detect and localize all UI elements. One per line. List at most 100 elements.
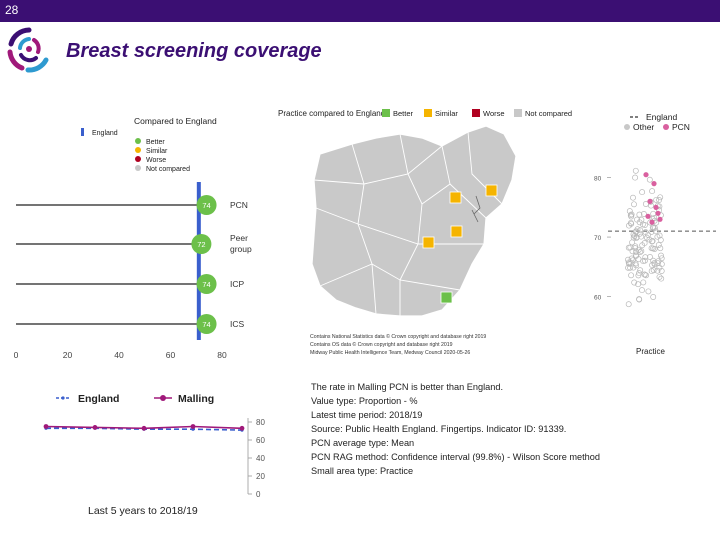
map-copyright: Contains National Statistics data © Crow… [310, 333, 486, 356]
dist-point-other [647, 254, 653, 260]
trend-y-tick: 60 [256, 436, 265, 445]
dist-point-other [639, 242, 646, 249]
dist-point-other [629, 239, 636, 246]
dist-point-other [656, 273, 663, 280]
dist-point-other [635, 281, 642, 288]
dist-point-other [633, 228, 640, 235]
legend-label: England [92, 130, 118, 137]
dist-point-other [625, 301, 632, 308]
map-legend-label: Similar [435, 109, 458, 118]
legend-swatch [135, 165, 141, 171]
dist-point-other [650, 294, 657, 300]
dist-x-label: Practice [636, 347, 665, 356]
dist-y-tick: 60 [594, 294, 602, 301]
map-region [311, 125, 517, 317]
dist-point-other [653, 196, 660, 203]
svg-text:PCN: PCN [672, 122, 690, 132]
dist-point-other [654, 267, 661, 274]
dist-point-other [637, 267, 644, 274]
dist-point-other [631, 279, 638, 286]
info-line: Value type: Proportion - % [311, 396, 418, 406]
dist-point-other [646, 176, 653, 183]
trend-legend-label: Malling [178, 393, 214, 405]
trend-y-axis: 0 20 40 60 80 [247, 418, 265, 499]
practice-marker [449, 191, 462, 204]
dist-point-other [640, 211, 647, 217]
dist-point-other [658, 275, 665, 282]
map-legend-label: Better [393, 109, 414, 118]
dist-point-other [649, 238, 655, 245]
dist-point-pcn [643, 172, 649, 178]
dist-point-other [648, 245, 655, 252]
trend-legend-label: England [78, 393, 119, 405]
legend-swatch [135, 138, 141, 144]
practice-markers [422, 184, 498, 304]
comparison-value-label: 74 [202, 280, 210, 289]
dist-point-other [651, 261, 658, 268]
dist-point-other [636, 270, 643, 277]
trend-y-tick: 0 [256, 490, 261, 499]
comparison-value-dot [196, 274, 217, 294]
trend-lines [43, 424, 245, 432]
comparison-value-dot [191, 234, 212, 254]
dist-point-pcn [655, 210, 661, 216]
trend-point [190, 424, 196, 429]
svg-text:Midway Public Health Intellige: Midway Public Health Intelligence Team, … [310, 350, 470, 356]
comparison-row-label: Peer [230, 233, 248, 243]
dist-point-other [636, 219, 643, 226]
dist-point-other [631, 201, 637, 208]
map-legend-title: Practice compared to England [278, 109, 385, 118]
map-legend-swatch [472, 109, 480, 117]
map-legend-swatch [424, 109, 432, 117]
dist-point-other [628, 272, 635, 279]
dist-point-other [633, 262, 640, 269]
dist-point-other [625, 264, 632, 271]
england-marker-bar [196, 182, 201, 340]
dist-point-other [641, 271, 648, 278]
comparison-x-tick: 20 [63, 350, 73, 360]
trend-chart: England Malling 0 20 40 60 80 Last 5 years to… [43, 393, 265, 517]
info-line: Latest time period: 2018/19 [311, 410, 423, 420]
svg-text:Contains National Statistics d: Contains National Statistics data © Crow… [310, 333, 486, 340]
info-line: PCN average type: Mean [311, 438, 415, 448]
dist-point-other [639, 287, 645, 294]
svg-text:Other: Other [633, 122, 654, 132]
dist-point-other [642, 201, 649, 207]
dist-point-other [628, 213, 635, 220]
trend-point [92, 425, 98, 430]
comparison-value-label: 72 [197, 240, 205, 249]
trend-y-tick: 80 [256, 418, 265, 427]
comparison-row-label: ICP [230, 279, 245, 289]
map-legend-swatch [514, 109, 522, 117]
dist-point-other [635, 272, 642, 279]
dist-point-other [638, 248, 645, 255]
trend-y-tick: 40 [256, 454, 265, 463]
dist-point-other [636, 211, 643, 218]
map-legend-label: Worse [483, 109, 505, 118]
dist-point-pcn [657, 216, 663, 222]
dist-point-other [640, 279, 647, 286]
dist-point-other [633, 234, 640, 241]
dist-point-other [654, 260, 661, 267]
dist-point-other [640, 258, 647, 265]
trend-legend: England Malling [56, 393, 214, 405]
svg-text:Contains OS data © Crown copyr: Contains OS data © Crown copyright and d… [310, 341, 453, 348]
header-bar: 28 [0, 0, 720, 22]
practice-map: Practice compared to England Better Simil… [278, 109, 572, 356]
practice-marker [440, 291, 453, 304]
dist-point-other [649, 188, 656, 195]
legend-label: Worse [146, 157, 166, 164]
dist-legend: England Other PCN [624, 112, 690, 132]
dist-point-other [650, 224, 657, 231]
info-line: Small area type: Practice [311, 466, 414, 476]
legend-label: Not compared [146, 166, 190, 173]
comparison-x-axis: 0 20 40 60 80 [14, 350, 227, 360]
practice-distribution-chart: England Other PCN 80 70 60 Practice [594, 112, 716, 356]
dist-point-other [658, 252, 664, 259]
organisation-logo [7, 27, 49, 73]
info-line: Source: Public Health England. Fingertip… [311, 424, 567, 434]
dist-point-other [639, 189, 646, 196]
practice-marker [485, 184, 498, 197]
dist-point-other [637, 227, 644, 234]
comparison-row-label: PCN [230, 200, 248, 210]
